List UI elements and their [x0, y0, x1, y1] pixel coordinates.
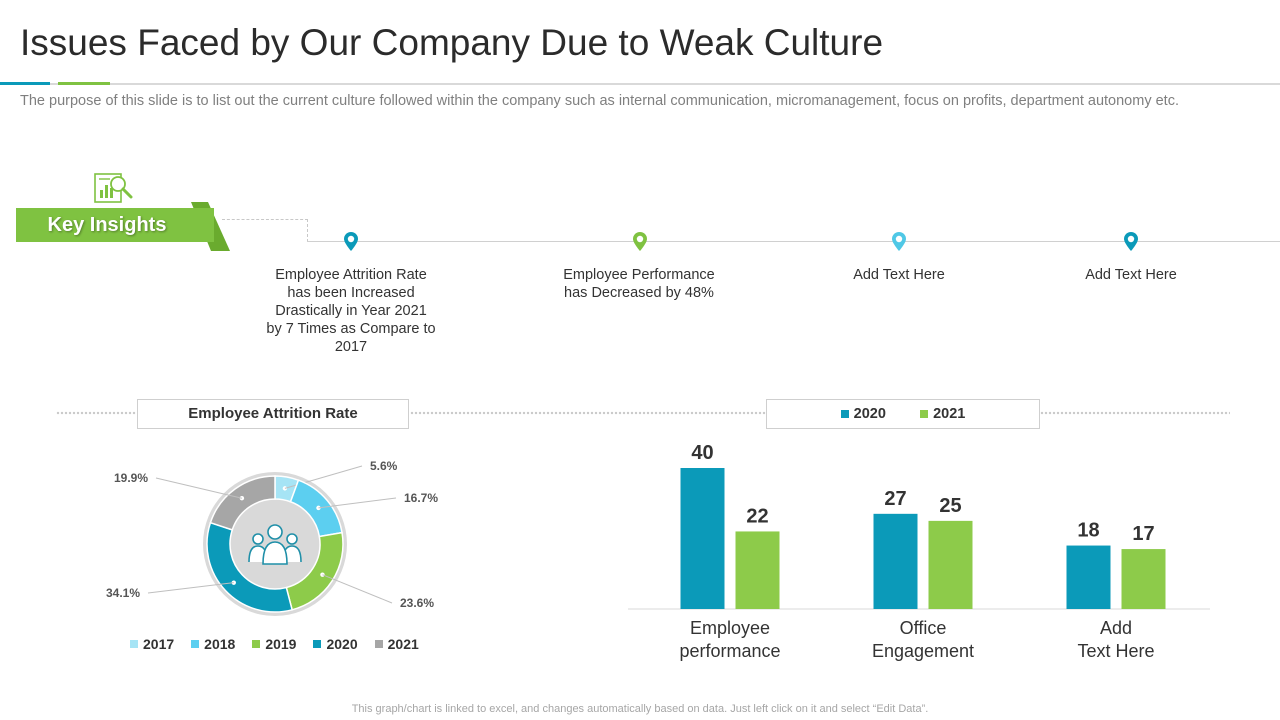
legend-label: 2021	[387, 636, 419, 652]
category-label-line: performance	[679, 641, 781, 661]
bar-value-label: 25	[939, 495, 961, 517]
slice-value-label: 34.1%	[106, 586, 140, 600]
insight-text-4: Add Text Here	[1085, 267, 1177, 283]
category-label-line: Engagement	[871, 641, 975, 661]
legend-label: 2021	[933, 406, 966, 422]
bar-2021-1	[928, 520, 973, 609]
location-pin-icon	[633, 232, 647, 251]
leader-dot	[231, 580, 236, 585]
pie-legend-item: 2017	[130, 636, 174, 652]
category-label: Add Text Here	[1036, 617, 1196, 663]
category-label: Office Engagement	[843, 617, 1003, 663]
insight-text-3: Add Text Here	[853, 267, 945, 283]
legend-label: 2020	[326, 636, 358, 652]
legend-swatch	[130, 640, 138, 648]
title-accent-blue	[0, 82, 50, 85]
location-pin-icon	[892, 232, 906, 251]
leader-dot	[320, 572, 325, 577]
legend-label: 2020	[853, 406, 886, 422]
footer-note: This graph/chart is linked to excel, and…	[351, 703, 929, 715]
pie-legend-item: 2020	[313, 636, 358, 652]
report-search-icon	[94, 173, 133, 203]
category-label-line: Text Here	[1077, 641, 1155, 661]
dotted-separator	[1040, 410, 1230, 416]
legend-swatch	[840, 410, 849, 418]
leader-line	[147, 582, 234, 594]
leader-line	[318, 497, 397, 509]
banner-connector	[222, 219, 308, 242]
page-title: Issues Faced by Our Company Due to Weak …	[20, 22, 884, 63]
category-label: Employee performance	[650, 617, 810, 663]
key-insights-label: Key Insights	[47, 214, 167, 236]
legend-swatch	[374, 640, 383, 648]
leader-dot	[316, 505, 321, 511]
title-accent-green	[58, 82, 110, 85]
pie-legend-item: 2018	[191, 636, 235, 652]
insight-text-1: Employee Attrition Rate has been Increas…	[266, 267, 436, 355]
category-label-line: Office	[899, 618, 947, 638]
attrition-donut-chart: 5.6% 16.7% 23.6% 34.1% 19.9%	[106, 459, 438, 616]
bar-value-label: 17	[1132, 523, 1154, 545]
title-divider	[0, 83, 1280, 85]
legend-swatch	[313, 640, 322, 648]
category-label-line: Add	[1099, 618, 1133, 638]
bar-2020-2	[1066, 545, 1111, 609]
bar-2020-0	[680, 468, 725, 609]
slice-value-label: 16.7%	[404, 491, 438, 505]
leader-line	[322, 574, 393, 604]
bar-2021-2	[1121, 549, 1166, 609]
bar-value-label: 27	[884, 488, 906, 510]
slice-value-label: 19.9%	[114, 471, 148, 485]
team-icon	[248, 524, 302, 565]
bar-value-label: 40	[691, 442, 713, 464]
pie-legend-item: 2021	[374, 636, 419, 652]
pie-chart-title: Employee Attrition Rate	[137, 399, 409, 429]
bar-chart-legend: 2020 2021	[766, 399, 1040, 429]
bar-chart: 40 22 27 25 18 17	[628, 442, 1210, 610]
legend-item-2020: 2020	[840, 400, 886, 428]
legend-swatch	[191, 640, 200, 648]
legend-label: 2018	[204, 636, 236, 652]
slide-description: The purpose of this slide is to list out…	[20, 93, 1179, 109]
location-pin-icon	[344, 232, 358, 251]
bar-2021-0	[735, 531, 780, 609]
legend-label: 2019	[265, 636, 297, 652]
legend-swatch	[252, 640, 261, 648]
leader-dot	[282, 486, 288, 491]
slice-value-label: 5.6%	[370, 459, 398, 473]
bar-value-label: 22	[746, 505, 768, 527]
bar-value-label: 18	[1077, 520, 1099, 542]
pie-legend-item: 2019	[252, 636, 296, 652]
donut-slice-2021	[209, 475, 276, 531]
bar-2020-1	[873, 513, 918, 609]
legend-label: 2017	[143, 636, 175, 652]
dotted-separator	[410, 410, 766, 416]
dotted-separator	[56, 410, 136, 416]
insights-timeline	[307, 241, 1280, 242]
location-pin-icon	[1124, 232, 1138, 251]
leader-line	[155, 477, 243, 499]
leader-dot	[239, 496, 245, 501]
pie-legend: 2017 2018 2019 2020 2021	[130, 636, 419, 652]
legend-item-2021: 2021	[920, 400, 965, 428]
legend-swatch	[920, 410, 929, 418]
category-label-line: Employee	[689, 618, 771, 638]
key-insights-banner	[16, 202, 230, 251]
insight-text-2: Employee Performance has Decreased by 48…	[563, 267, 715, 301]
slice-value-label: 23.6%	[400, 596, 434, 610]
